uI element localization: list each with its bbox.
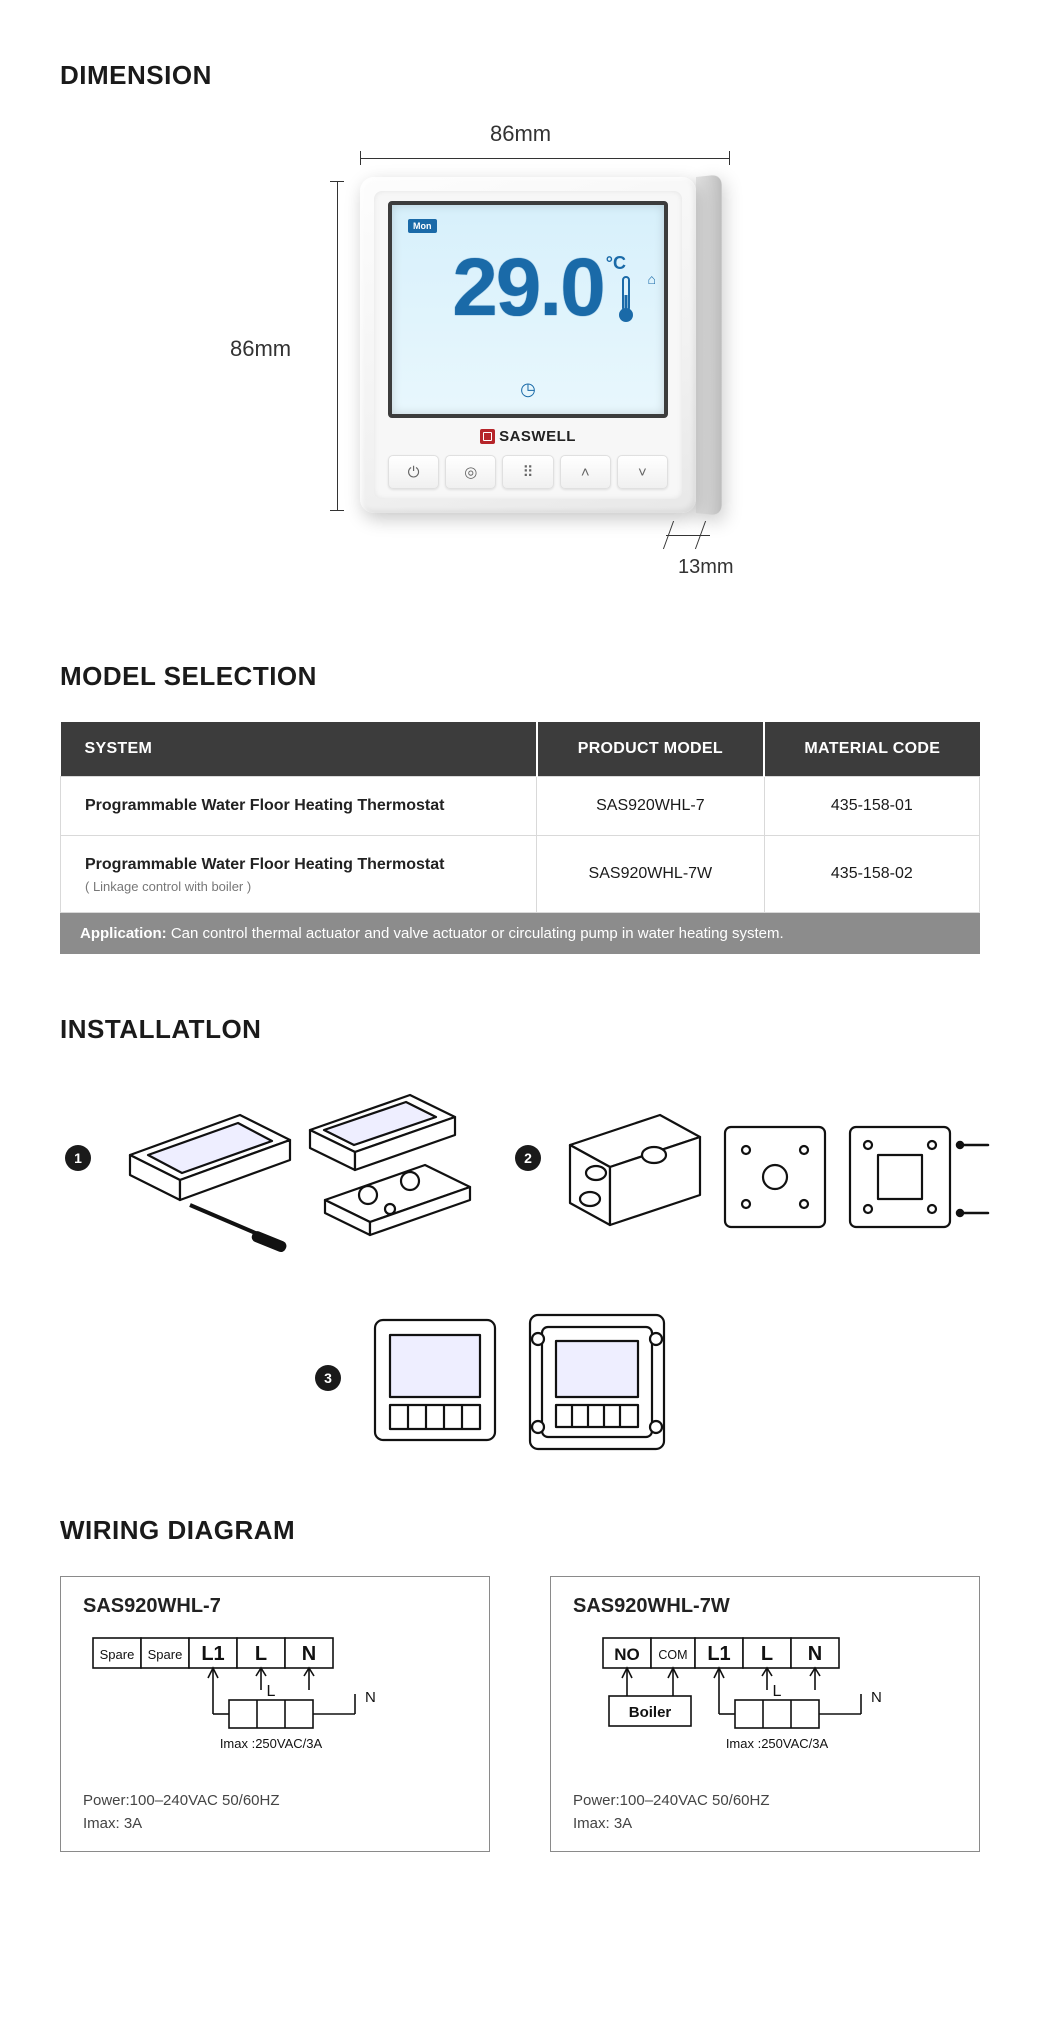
wiring-heading: WIRING DIAGRAM bbox=[60, 1515, 980, 1546]
dim-depth-line bbox=[660, 521, 720, 549]
application-note: Application: Can control thermal actuato… bbox=[60, 913, 980, 954]
dimension-heading: DIMENSION bbox=[60, 60, 980, 91]
thermometer-icon bbox=[618, 275, 634, 325]
svg-text:Spare: Spare bbox=[100, 1647, 135, 1662]
svg-text:N: N bbox=[871, 1689, 882, 1706]
svg-text:L: L bbox=[761, 1643, 773, 1665]
step-badge-2: 2 bbox=[515, 1145, 541, 1171]
installation-diagram: 1 2 3 bbox=[60, 1075, 980, 1515]
thermostat-buttons: ⏻ ◎ ⠿ ˄ ˅ bbox=[374, 451, 682, 499]
thermostat-side-view bbox=[696, 174, 722, 515]
dim-width-label: 86mm bbox=[490, 121, 551, 147]
lcd-temp-unit: °C bbox=[606, 253, 626, 274]
svg-text:NO: NO bbox=[614, 1645, 640, 1664]
table-row: Programmable Water Floor Heating Thermos… bbox=[61, 777, 980, 836]
system-sub: ( Linkage control with boiler ) bbox=[85, 879, 512, 894]
svg-text:COM: COM bbox=[658, 1648, 687, 1662]
install-step3-illustration bbox=[360, 1305, 680, 1475]
system-name: Programmable Water Floor Heating Thermos… bbox=[85, 854, 512, 876]
application-text: Can control thermal actuator and valve a… bbox=[171, 925, 784, 942]
clock-icon: ◷ bbox=[520, 379, 536, 400]
svg-text:N: N bbox=[302, 1643, 316, 1665]
col-system: SYSTEM bbox=[61, 722, 537, 777]
svg-text:L: L bbox=[255, 1643, 267, 1665]
wiring-imax-1: Imax: 3A bbox=[83, 1813, 467, 1836]
col-product-model: PRODUCT MODEL bbox=[537, 722, 765, 777]
svg-text:N: N bbox=[808, 1643, 822, 1665]
material-code: 435-158-01 bbox=[764, 777, 979, 836]
model-selection-heading: MODEL SELECTION bbox=[60, 661, 980, 692]
svg-text:Spare: Spare bbox=[148, 1647, 183, 1662]
svg-text:L: L bbox=[773, 1683, 782, 1700]
wiring-power-2: Power:100–240VAC 50/60HZ bbox=[573, 1790, 957, 1813]
system-name: Programmable Water Floor Heating Thermos… bbox=[85, 795, 512, 817]
product-model: SAS920WHL-7W bbox=[537, 835, 765, 913]
product-model: SAS920WHL-7 bbox=[537, 777, 765, 836]
application-label: Application: bbox=[80, 925, 167, 942]
table-row: Programmable Water Floor Heating Thermos… bbox=[61, 835, 980, 913]
down-button[interactable]: ˅ bbox=[617, 455, 668, 489]
step-badge-1: 1 bbox=[65, 1145, 91, 1171]
wiring-diagram-1: Spare Spare L1 L N bbox=[83, 1630, 443, 1780]
thermostat-device: Mon 29.0 °C ⌂ ◷ SASWELL bbox=[360, 177, 696, 513]
col-material-code: MATERIAL CODE bbox=[764, 722, 979, 777]
wiring-power-1: Power:100–240VAC 50/60HZ bbox=[83, 1790, 467, 1813]
clock-button[interactable]: ◎ bbox=[445, 455, 496, 489]
material-code: 435-158-02 bbox=[764, 835, 979, 913]
dim-width-line bbox=[360, 151, 730, 165]
svg-text:N: N bbox=[365, 1689, 376, 1706]
model-selection-table: SYSTEM PRODUCT MODEL MATERIAL CODE Progr… bbox=[60, 722, 980, 913]
installation-heading: INSTALLATLON bbox=[60, 1014, 980, 1045]
power-button[interactable]: ⏻ bbox=[388, 455, 439, 489]
step-badge-3: 3 bbox=[315, 1365, 341, 1391]
wiring-diagram-2: NO COM L1 L N bbox=[573, 1630, 953, 1780]
dim-depth-label: 13mm bbox=[678, 556, 734, 579]
svg-text:Imax :250VAC/3A: Imax :250VAC/3A bbox=[220, 1736, 323, 1751]
table-header-row: SYSTEM PRODUCT MODEL MATERIAL CODE bbox=[61, 722, 980, 777]
wiring-imax-2: Imax: 3A bbox=[573, 1813, 957, 1836]
dim-height-label: 86mm bbox=[230, 336, 291, 362]
wiring-title-2: SAS920WHL-7W bbox=[573, 1595, 957, 1618]
wiring-box-1: SAS920WHL-7 Spare Spare L1 L N bbox=[60, 1576, 490, 1852]
menu-button[interactable]: ⠿ bbox=[502, 455, 553, 489]
brand-text: SASWELL bbox=[499, 428, 576, 445]
up-button[interactable]: ˄ bbox=[560, 455, 611, 489]
svg-text:Boiler: Boiler bbox=[629, 1704, 672, 1721]
svg-text:Imax :250VAC/3A: Imax :250VAC/3A bbox=[726, 1736, 829, 1751]
svg-text:L1: L1 bbox=[201, 1643, 224, 1665]
thermostat-lcd: Mon 29.0 °C ⌂ ◷ bbox=[388, 201, 668, 418]
dim-height-line bbox=[330, 181, 344, 511]
house-icon: ⌂ bbox=[648, 271, 656, 287]
dimension-diagram: 86mm 86mm Mon 29.0 °C ⌂ ◷ bbox=[60, 121, 980, 621]
install-step2-illustration bbox=[560, 1095, 990, 1265]
brand-mark-icon bbox=[480, 429, 495, 444]
wiring-title-1: SAS920WHL-7 bbox=[83, 1595, 467, 1618]
wiring-box-2: SAS920WHL-7W NO COM L1 L N bbox=[550, 1576, 980, 1852]
install-step1-illustration bbox=[110, 1085, 480, 1275]
svg-text:L: L bbox=[267, 1683, 276, 1700]
brand-logo: SASWELL bbox=[480, 428, 576, 445]
svg-text:L1: L1 bbox=[707, 1643, 730, 1665]
lcd-day-badge: Mon bbox=[408, 219, 437, 233]
